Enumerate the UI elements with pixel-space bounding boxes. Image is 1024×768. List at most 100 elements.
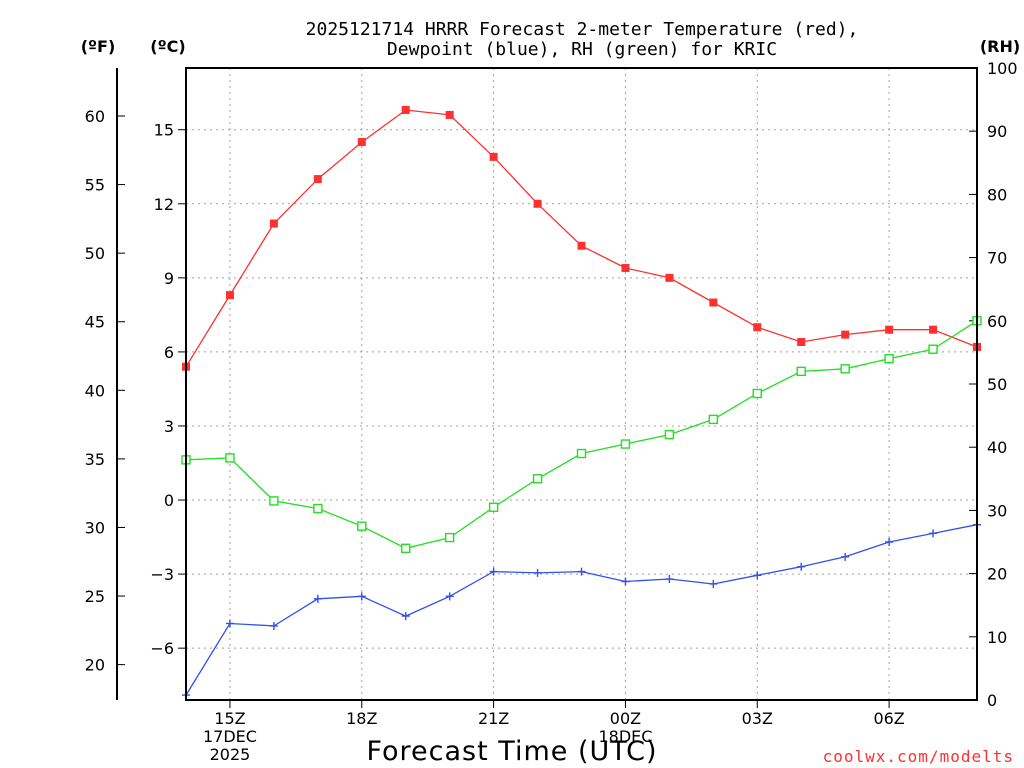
temperature-point — [797, 338, 806, 347]
rh-tick-label: 80 — [987, 185, 1007, 204]
temperature-point — [621, 263, 630, 272]
celsius-unit-label: (ºC) — [150, 37, 185, 56]
fahrenheit-tick-label: 40 — [85, 381, 105, 400]
dewpoint-point — [225, 619, 234, 628]
rh-point — [532, 474, 543, 484]
plot-frame — [185, 67, 978, 701]
rh-point — [620, 439, 631, 449]
temperature-point — [577, 241, 586, 250]
rh-point — [357, 521, 367, 531]
data-series — [181, 105, 982, 700]
axes: 15129630−3−66055504540353025201009080706… — [85, 59, 1018, 710]
celsius-tick-label: 9 — [164, 269, 174, 288]
rh-point — [708, 414, 719, 425]
dewpoint-point — [533, 568, 542, 577]
dewpoint-point — [885, 538, 894, 546]
dewpoint-point — [489, 567, 498, 576]
grid-lines — [186, 68, 977, 700]
rh-tick-label: 100 — [987, 59, 1018, 78]
temperature-point — [929, 325, 938, 334]
fahrenheit-tick-label: 60 — [85, 107, 105, 126]
rh-tick-label: 70 — [987, 249, 1007, 268]
dewpoint-point — [357, 592, 366, 601]
rh-point — [225, 453, 235, 463]
dewpoint-point — [621, 577, 630, 586]
dewpoint-point — [445, 592, 454, 601]
fahrenheit-tick-label: 25 — [85, 587, 105, 606]
celsius-tick-label: 3 — [164, 417, 174, 436]
celsius-tick-label: 0 — [164, 491, 174, 510]
rh-point — [488, 502, 499, 512]
title-line-1: 2025121714 HRRR Forecast 2-meter Tempera… — [306, 19, 859, 40]
temperature-point — [445, 110, 454, 119]
rh-tick-label: 50 — [987, 375, 1007, 394]
x-axis-title: Forecast Time (UTC) — [366, 736, 657, 767]
dewpoint-point — [577, 567, 586, 576]
temperature-point — [841, 330, 850, 339]
temperature-point — [665, 273, 674, 282]
chart-title: 2025121714 HRRR Forecast 2-meter Tempera… — [306, 19, 859, 60]
rh-point — [401, 543, 411, 554]
dewpoint-point — [401, 612, 410, 621]
rh-tick-label: 40 — [987, 438, 1007, 457]
temperature-point — [225, 291, 234, 300]
rh-tick-label: 60 — [987, 312, 1007, 331]
x-tick-label: 15Z — [214, 709, 245, 728]
temperature-point — [357, 138, 366, 147]
fahrenheit-tick-label: 30 — [85, 518, 105, 537]
dewpoint-point — [797, 562, 806, 571]
dewpoint-point — [929, 529, 938, 538]
temperature-point — [489, 152, 498, 161]
fahrenheit-unit-label: (ºF) — [81, 37, 116, 56]
rh-tick-label: 20 — [987, 565, 1007, 584]
rh-point — [313, 503, 323, 514]
rh-point — [796, 366, 806, 377]
rh-point — [752, 388, 762, 399]
temperature-point — [401, 105, 410, 114]
fahrenheit-tick-label: 45 — [85, 313, 105, 332]
temperature-point — [753, 323, 762, 332]
fahrenheit-tick-label: 50 — [85, 244, 105, 263]
rh-tick-label: 0 — [987, 691, 997, 710]
x-tick-label: 00Z — [610, 709, 641, 728]
rh-point — [444, 532, 455, 543]
rh-point — [928, 344, 938, 354]
celsius-tick-label: 15 — [154, 121, 174, 140]
rh-point — [576, 448, 587, 459]
title-line-2: Dewpoint (blue), RH (green) for KRIC — [387, 39, 777, 60]
rh-point — [884, 354, 894, 364]
temperature-point — [269, 219, 278, 228]
rh-point — [840, 364, 850, 374]
x-tick-label: 18Z — [346, 709, 377, 728]
rh-point — [269, 496, 279, 506]
dewpoint-point — [841, 552, 850, 561]
fahrenheit-tick-label: 35 — [85, 450, 105, 469]
x-tick-label: 21Z — [478, 709, 509, 728]
x-tick-label: 03Z — [742, 709, 773, 728]
rh-tick-label: 30 — [987, 501, 1007, 520]
x-tick-label: 06Z — [873, 709, 904, 728]
temperature-point — [533, 199, 542, 208]
dewpoint-point — [313, 594, 322, 603]
celsius-tick-label: 12 — [154, 195, 174, 214]
rh-point — [664, 429, 675, 440]
dewpoint-point — [709, 579, 718, 588]
rh-series-line — [185, 320, 978, 549]
celsius-tick-label: −3 — [150, 565, 174, 584]
x-tick-year: 2025 — [210, 745, 251, 764]
rh-unit-label: (RH) — [980, 37, 1020, 56]
temperature-series-line — [185, 109, 978, 368]
dewpoint-point — [269, 621, 278, 630]
temperature-point — [885, 325, 894, 334]
x-tick-date: 17DEC — [203, 727, 257, 746]
fahrenheit-tick-label: 55 — [85, 176, 105, 195]
celsius-tick-label: 6 — [164, 343, 174, 362]
rh-tick-label: 90 — [987, 122, 1007, 141]
dewpoint-series-line — [185, 524, 978, 696]
dewpoint-point — [665, 575, 674, 584]
temperature-point — [709, 298, 718, 307]
x-tick-date: 18DEC — [598, 727, 652, 746]
rh-tick-label: 10 — [987, 628, 1007, 647]
